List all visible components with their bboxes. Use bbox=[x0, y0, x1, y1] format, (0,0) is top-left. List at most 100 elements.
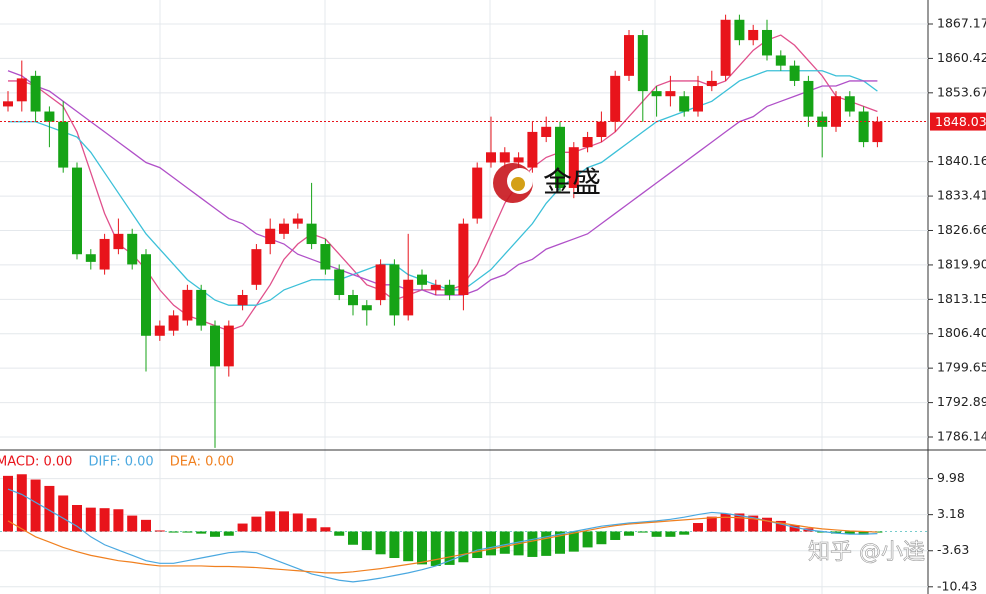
candle-body bbox=[3, 101, 13, 107]
candle-body bbox=[306, 223, 317, 245]
v-grid bbox=[159, 0, 823, 594]
legend-label: DIFF: 0.00 bbox=[88, 455, 153, 470]
macd-bar bbox=[320, 527, 331, 532]
last-price-label: 1848.03 bbox=[935, 114, 986, 129]
candle-body bbox=[831, 96, 841, 127]
candle-body bbox=[789, 65, 800, 81]
candle-body bbox=[361, 305, 372, 311]
macd-bar bbox=[182, 531, 193, 533]
candle-body bbox=[872, 121, 883, 143]
macd-bar bbox=[706, 516, 717, 532]
macd-bar bbox=[430, 531, 441, 566]
y-tick-label: 1792.89 bbox=[937, 394, 986, 409]
macd-bar bbox=[292, 513, 303, 532]
candle-body bbox=[679, 96, 690, 112]
macd-bar bbox=[265, 511, 276, 532]
macd-bar bbox=[444, 531, 455, 565]
y-tick-label: -3.63 bbox=[937, 542, 969, 557]
macd-bar bbox=[154, 530, 165, 532]
candle-body bbox=[624, 35, 634, 76]
candle-body bbox=[803, 80, 814, 117]
macd-bar bbox=[734, 513, 745, 532]
macd-bar bbox=[679, 531, 690, 535]
candle-body bbox=[582, 137, 593, 148]
candle-body bbox=[85, 254, 96, 262]
y-tick-label: 1853.67 bbox=[937, 84, 986, 99]
candle-body bbox=[127, 233, 138, 265]
watermark: 知乎 @小逵 bbox=[808, 540, 925, 565]
macd-bar bbox=[665, 531, 676, 537]
y-tick-label: 1786.14 bbox=[937, 429, 986, 444]
candle-body bbox=[182, 289, 193, 321]
candle-body bbox=[472, 167, 483, 219]
macd-bar bbox=[417, 531, 427, 565]
candle-body bbox=[210, 325, 220, 367]
macd-bar bbox=[251, 516, 262, 532]
candle-body bbox=[568, 147, 579, 188]
candle-body bbox=[417, 274, 427, 285]
line bbox=[8, 34, 878, 332]
candle-body bbox=[30, 75, 41, 112]
macd-bar bbox=[223, 531, 234, 536]
last-price-box bbox=[930, 112, 986, 131]
candle-body bbox=[596, 121, 607, 138]
candle-body bbox=[320, 244, 331, 270]
macd-bar bbox=[85, 507, 96, 532]
y-tick-label: 9.98 bbox=[937, 470, 965, 485]
y-tick-label: 1806.40 bbox=[937, 325, 986, 340]
candle-body bbox=[99, 238, 110, 270]
y-tick-label: 1819.90 bbox=[937, 256, 986, 271]
macd-bar bbox=[141, 519, 151, 532]
candle-body bbox=[265, 228, 276, 245]
macd-bar bbox=[775, 520, 786, 532]
y-tick-label: 1860.42 bbox=[937, 50, 986, 65]
macd-bar bbox=[3, 475, 13, 532]
macd-bar bbox=[99, 508, 110, 532]
candle-body bbox=[334, 269, 345, 296]
logo bbox=[493, 163, 533, 203]
macd-bar bbox=[651, 531, 662, 537]
macd-bar bbox=[196, 531, 207, 534]
legend-label: MACD: 0.00 bbox=[0, 455, 72, 470]
candle-body bbox=[858, 111, 869, 143]
macd-bar bbox=[637, 531, 648, 533]
macd-bar bbox=[72, 505, 82, 532]
macd-bar bbox=[168, 531, 179, 533]
candle-body bbox=[637, 35, 648, 92]
y-tick-label: 1840.16 bbox=[937, 153, 986, 168]
candle-body bbox=[734, 19, 745, 41]
macd-bar bbox=[334, 531, 345, 536]
candle-body bbox=[58, 121, 69, 168]
macd-bar bbox=[113, 509, 124, 532]
y-tick-label: 1813.15 bbox=[937, 291, 986, 306]
macd-bar bbox=[58, 495, 69, 532]
candle-body bbox=[817, 116, 828, 127]
macd-bar bbox=[541, 531, 552, 556]
candle-body bbox=[665, 91, 676, 97]
macd-bar bbox=[555, 531, 565, 554]
y-tick-label: 1833.41 bbox=[937, 188, 986, 203]
line bbox=[8, 70, 878, 306]
candle-body bbox=[610, 75, 621, 122]
watermark: 金盛 bbox=[543, 165, 601, 199]
macd-bar bbox=[279, 511, 289, 532]
candle-body bbox=[486, 152, 496, 163]
macd-bar bbox=[458, 531, 469, 563]
macd-bar bbox=[499, 531, 510, 554]
candle-body bbox=[237, 295, 248, 306]
macd-bar bbox=[237, 523, 248, 532]
candle-body bbox=[223, 325, 234, 367]
candle-body bbox=[16, 78, 27, 102]
candle-body bbox=[279, 223, 289, 234]
line bbox=[7, 488, 878, 583]
macd-bar bbox=[348, 531, 358, 545]
y-tick-label: 1867.17 bbox=[937, 16, 986, 31]
candle-body bbox=[693, 86, 703, 112]
candle-body bbox=[251, 249, 262, 285]
candle-body bbox=[444, 284, 455, 296]
candle-body bbox=[458, 223, 469, 296]
candle-body bbox=[651, 91, 662, 97]
candle-body bbox=[44, 111, 55, 122]
candle-body bbox=[762, 29, 772, 56]
candle-body bbox=[499, 152, 510, 163]
